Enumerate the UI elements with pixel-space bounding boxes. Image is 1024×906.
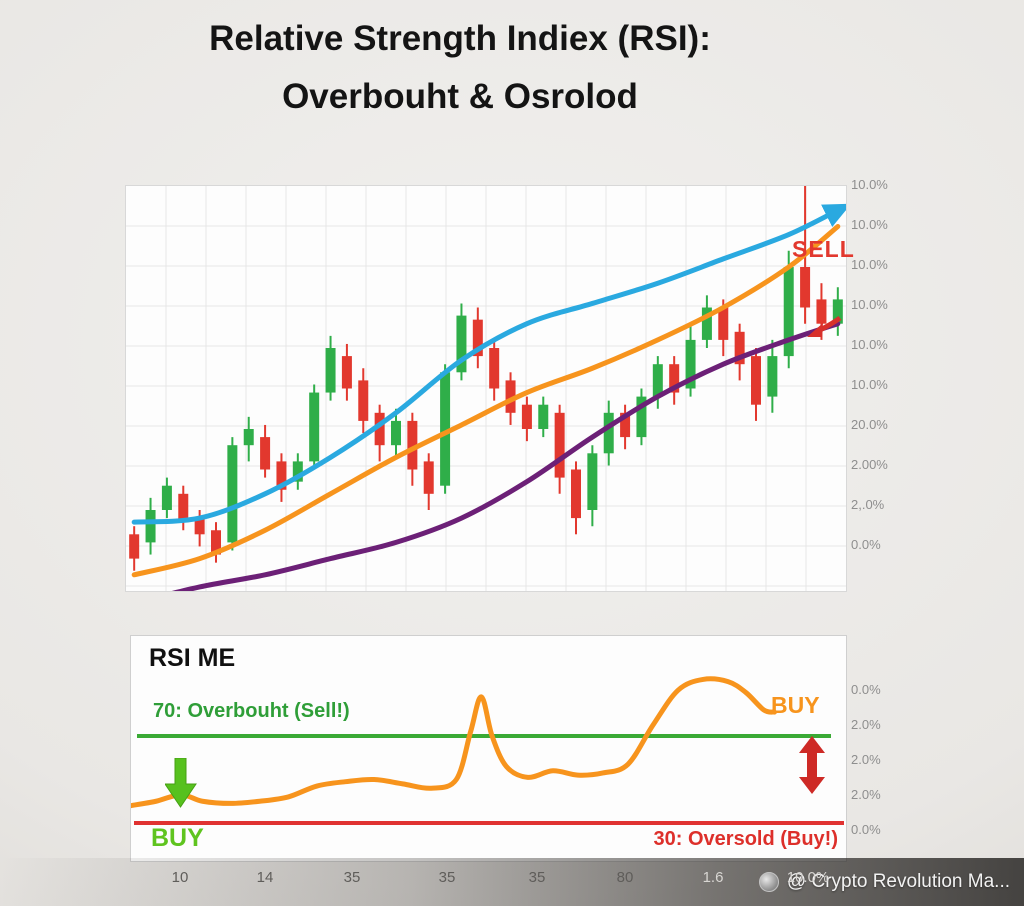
candle-up [636, 396, 647, 438]
watermark-coin-icon [758, 872, 779, 892]
main-y-label: 2,.0% [851, 497, 885, 512]
main-y-label: 0.0% [851, 537, 881, 552]
x-axis-label: 35 [438, 869, 456, 886]
x-axis-label: 14 [256, 869, 274, 886]
candle-up [227, 445, 238, 543]
candle-down [751, 356, 761, 405]
rsi-panel-title: RSI ME [149, 644, 236, 672]
main-y-label: 10.0% [851, 337, 888, 352]
x-axis-label: 1.6 [702, 869, 724, 886]
candle-down [374, 412, 385, 446]
candle-up [161, 485, 172, 510]
candle-up [783, 267, 794, 357]
slow-ma-purple [171, 321, 841, 591]
mid-ma-orange [131, 224, 841, 578]
candle-down [489, 348, 500, 389]
buy-label: BUY [151, 824, 204, 852]
rsi-chart-svg [131, 676, 844, 825]
candle-up [685, 339, 696, 389]
price-chart-panel [125, 185, 847, 592]
overbought-label: 70: Overbouht (Sell!) [153, 700, 350, 722]
candle-up [456, 315, 467, 373]
candle-down [521, 404, 532, 429]
candle-up [145, 510, 156, 543]
candle-down [620, 412, 631, 438]
candle-down [718, 307, 729, 340]
candle-down [800, 267, 811, 308]
candle-down [505, 380, 516, 413]
candle-down [194, 518, 205, 535]
x-axis-label: 10.0% [786, 869, 830, 886]
candle-up [440, 372, 451, 486]
x-axis-label: 35 [528, 869, 546, 886]
main-y-label: 2.00% [851, 457, 888, 472]
main-y-label: 10.0% [851, 377, 888, 392]
x-axis-label: 80 [616, 869, 634, 886]
main-y-label: 10.0% [851, 217, 888, 232]
candles [129, 186, 843, 571]
range-updown-arrow-icon [799, 736, 825, 794]
candle-up [243, 429, 254, 446]
candle-up [309, 392, 320, 462]
candle-down [472, 319, 483, 357]
rsi-y-label: 2.0% [851, 787, 881, 802]
rsi-y-label: 0.0% [851, 822, 881, 837]
candle-down [260, 437, 271, 470]
rsi-y-label: 0.0% [851, 682, 881, 697]
main-y-label: 20.0% [851, 417, 888, 432]
candle-down [669, 364, 680, 393]
candle-down [211, 530, 221, 555]
x-axis-label: 10 [171, 869, 189, 886]
main-y-label: 10.0% [851, 257, 888, 272]
rsi-buy-label: BUY [771, 692, 820, 718]
candle-down [341, 356, 352, 389]
candle-down [423, 461, 434, 494]
rsi-y-label: 2.0% [851, 752, 881, 767]
candle-down [358, 380, 369, 421]
candle-up [701, 307, 712, 340]
candle-down [178, 493, 189, 523]
candle-down [129, 534, 140, 559]
candle-up [391, 420, 401, 446]
candle-down [554, 412, 565, 478]
title-line-2: Overbouht & Osrolod [282, 77, 638, 116]
price-chart-svg [126, 186, 846, 591]
candle-down [571, 469, 581, 519]
watermark-band: @ Crypto Revolution Ma... [0, 858, 1024, 906]
candle-down [734, 331, 745, 365]
candle-up [325, 348, 336, 393]
rsi-panel: RSI ME 70: Overbouht (Sell!) 30: Oversol… [130, 635, 847, 862]
x-axis-label: 35 [343, 869, 361, 886]
title-line-1: Relative Strength Indiex (RSI): [209, 19, 711, 58]
candle-up [292, 461, 303, 482]
page-title: Relative Strength Indiex (RSI): Overbouh… [0, 10, 920, 126]
candle-down [276, 461, 287, 490]
fast-ma-blue [131, 203, 846, 525]
rsi-y-label: 2.0% [851, 717, 881, 732]
oversold-label: 30: Oversold (Buy!) [653, 828, 838, 850]
main-y-label: 10.0% [851, 297, 888, 312]
buy-down-arrow-icon [165, 758, 197, 808]
candle-down [816, 299, 827, 324]
candle-up [832, 299, 843, 324]
candle-up [603, 412, 614, 454]
candle-up [652, 364, 663, 397]
candle-up [587, 453, 598, 510]
candle-up [767, 356, 778, 397]
sell-arrow-icon [807, 315, 842, 337]
main-y-label: 10.0% [851, 177, 888, 192]
candle-up [538, 404, 549, 429]
watermark-text: @ Crypto Revolution Ma... [786, 871, 1010, 892]
rsi-line [131, 676, 777, 809]
candle-down [407, 420, 418, 470]
sell-label: SELL [792, 236, 855, 262]
